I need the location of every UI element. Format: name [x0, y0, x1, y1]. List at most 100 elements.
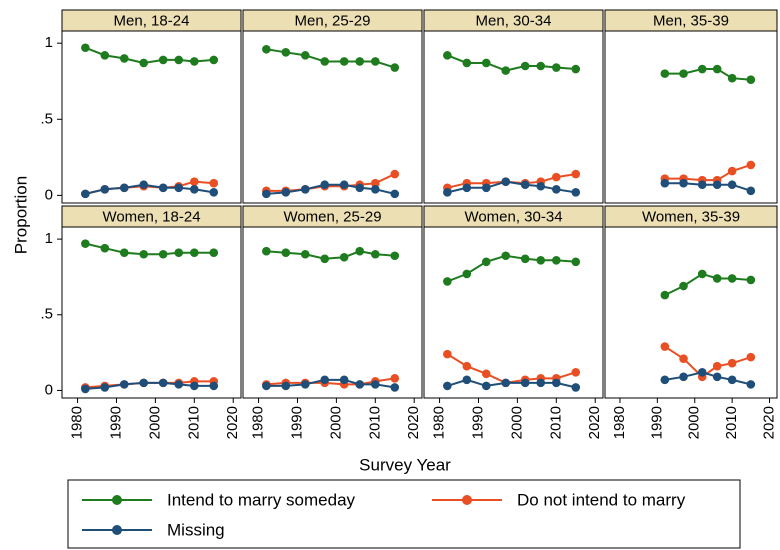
data-point — [209, 188, 219, 197]
x-axis-label: Survey Year — [359, 455, 451, 474]
data-point — [727, 358, 737, 368]
data-point — [355, 183, 365, 193]
data-point — [300, 249, 310, 259]
data-point — [190, 57, 199, 66]
data-point — [552, 63, 561, 72]
panel-frame — [604, 226, 778, 399]
data-point — [462, 361, 472, 371]
x-tick-label: 2000 — [146, 406, 163, 439]
data-point — [339, 375, 349, 385]
data-point — [552, 378, 561, 388]
data-point — [281, 188, 291, 197]
x-tick-label: 2010 — [547, 406, 564, 439]
data-point — [262, 246, 271, 256]
data-point — [679, 281, 688, 291]
x-tick-label: 2020 — [760, 406, 777, 439]
x-tick-label: 1980 — [431, 406, 448, 439]
data-point — [697, 180, 707, 190]
data-point — [390, 374, 400, 383]
data-point — [190, 381, 199, 391]
data-point — [158, 183, 168, 193]
data-point — [536, 378, 546, 388]
data-point — [727, 375, 737, 385]
data-point — [81, 43, 90, 53]
data-point — [746, 186, 756, 196]
data-point — [462, 183, 472, 193]
data-point — [660, 178, 670, 188]
data-point — [81, 189, 90, 199]
data-point — [501, 378, 511, 388]
data-point — [571, 64, 581, 74]
data-point — [390, 383, 400, 392]
panel-frame — [604, 30, 778, 204]
data-point — [371, 249, 380, 259]
data-point — [174, 183, 184, 193]
x-tick-label: 2020 — [224, 406, 241, 439]
data-point — [727, 166, 737, 176]
data-point — [300, 51, 310, 60]
y-tick-label: 0 — [45, 381, 53, 398]
legend-box — [67, 479, 741, 549]
data-point — [520, 180, 530, 190]
data-point — [190, 248, 199, 258]
data-point — [320, 375, 330, 385]
data-point — [371, 178, 380, 188]
data-point — [100, 383, 110, 392]
x-tick-label: 1990 — [648, 406, 665, 439]
data-point — [339, 180, 349, 190]
data-point — [571, 188, 581, 197]
data-point — [190, 185, 199, 194]
data-point — [100, 51, 110, 60]
data-point — [355, 57, 365, 66]
legend-marker — [462, 495, 472, 505]
data-point — [501, 177, 511, 186]
data-point — [443, 349, 452, 359]
x-tick-label: 1990 — [107, 406, 124, 439]
data-point — [371, 380, 380, 389]
legend-label: Do not intend to marry — [517, 490, 686, 509]
data-point — [697, 367, 707, 377]
data-point — [355, 380, 365, 389]
data-point — [746, 380, 756, 389]
data-point — [746, 275, 756, 285]
legend-marker — [112, 525, 122, 535]
x-tick-label: 2010 — [723, 406, 740, 439]
x-tick-label: 1990 — [469, 406, 486, 439]
data-point — [660, 375, 670, 385]
data-point — [536, 255, 546, 265]
data-point — [481, 58, 491, 68]
y-tick-label: 1 — [45, 230, 53, 247]
data-point — [552, 185, 561, 194]
data-point — [712, 180, 722, 190]
legend-label: Missing — [167, 520, 225, 539]
y-tick-label: .5 — [40, 306, 53, 323]
data-point — [119, 54, 129, 63]
data-point — [81, 239, 90, 248]
data-point — [390, 251, 400, 261]
data-point — [520, 254, 530, 264]
data-point — [174, 55, 184, 65]
data-point — [660, 290, 670, 300]
data-point — [190, 177, 199, 186]
data-point — [727, 73, 737, 83]
data-point — [536, 181, 546, 191]
data-point — [209, 55, 219, 65]
panel-title: Women, 18-24 — [102, 208, 200, 225]
data-point — [281, 248, 291, 258]
data-point — [320, 254, 330, 264]
data-point — [390, 169, 400, 179]
data-point — [443, 188, 452, 197]
data-point — [481, 183, 491, 193]
data-point — [339, 252, 349, 262]
data-point — [462, 375, 472, 385]
data-point — [320, 57, 330, 66]
data-point — [462, 269, 472, 279]
data-point — [209, 381, 219, 391]
x-tick-label: 2020 — [586, 406, 603, 439]
x-tick-label: 2010 — [185, 406, 202, 439]
panel-title: Men, 35-39 — [653, 12, 729, 29]
x-tick-label: 2000 — [327, 406, 344, 439]
legend-marker — [112, 495, 122, 505]
legend-label: Intend to marry someday — [167, 490, 356, 509]
y-tick-label: 1 — [45, 34, 53, 51]
